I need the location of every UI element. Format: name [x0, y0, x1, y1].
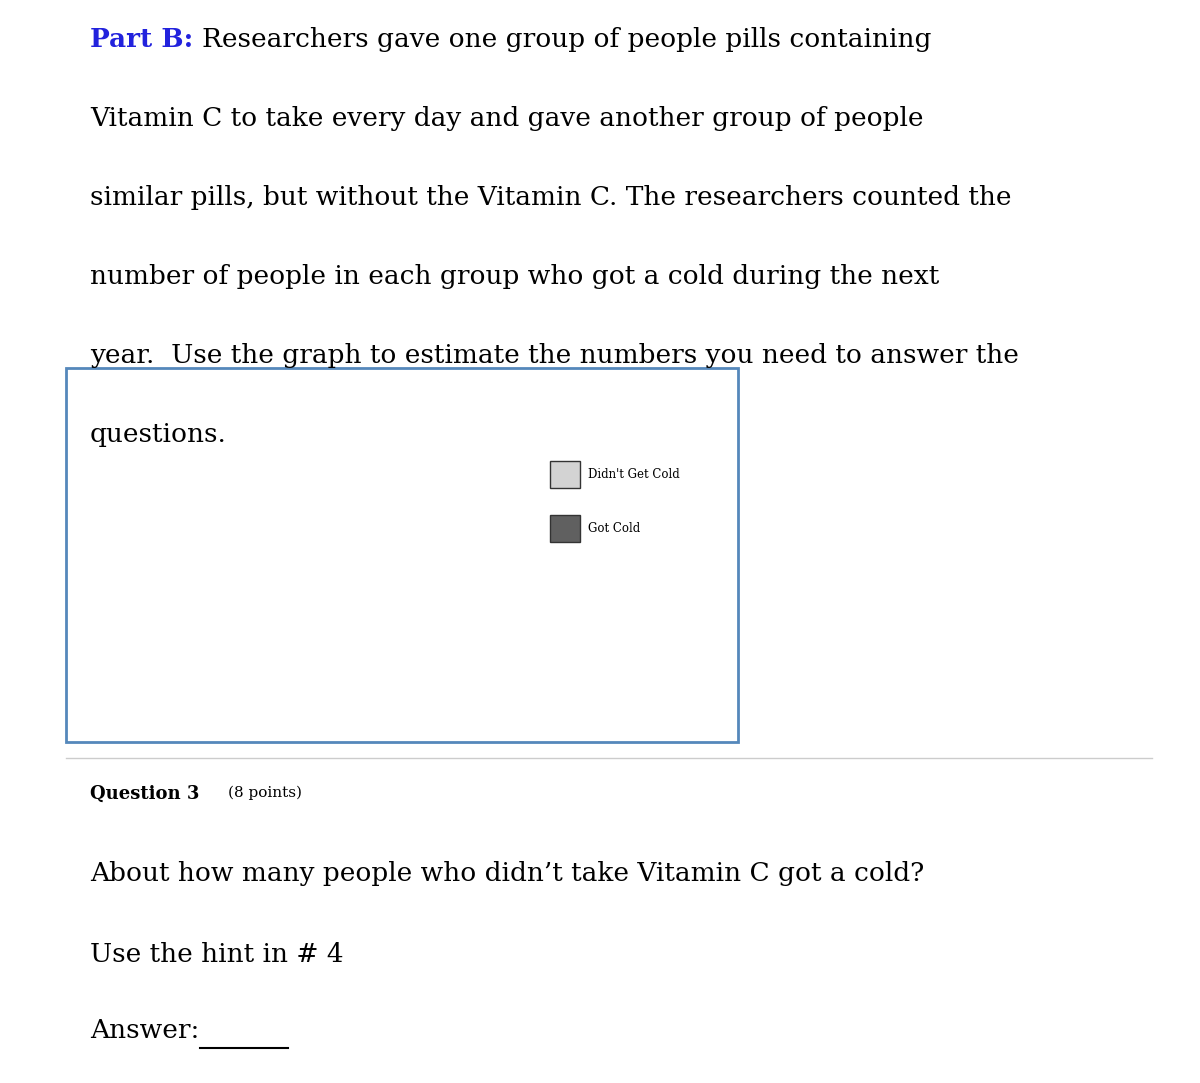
Text: Part B:: Part B: [90, 27, 193, 52]
Bar [233, 559, 325, 647]
Text: year.  Use the graph to estimate the numbers you need to answer the: year. Use the graph to estimate the numb… [90, 343, 1019, 368]
Text: Researchers gave one group of people pills containing: Researchers gave one group of people pil… [202, 27, 931, 52]
Text: Vitamin C to take every day and gave another group of people: Vitamin C to take every day and gave ano… [90, 106, 924, 131]
Text: questions.: questions. [90, 422, 227, 447]
Text: Use the hint in # 4: Use the hint in # 4 [90, 942, 343, 967]
Text: similar pills, but without the Vitamin C. The researchers counted the: similar pills, but without the Vitamin C… [90, 185, 1012, 210]
Text: (8 points): (8 points) [228, 785, 302, 799]
Text: Got Cold: Got Cold [588, 522, 641, 535]
Bar [438, 419, 529, 593]
Bar [233, 647, 325, 699]
Text: Question 3: Question 3 [90, 785, 199, 804]
Y-axis label: Number of People: Number of People [92, 487, 106, 596]
Text: Didn't Get Cold: Didn't Get Cold [588, 468, 680, 481]
Text: Answer:: Answer: [90, 1018, 199, 1043]
Bar [438, 593, 529, 699]
Text: number of people in each group who got a cold during the next: number of people in each group who got a… [90, 264, 940, 289]
Text: About how many people who didn’t take Vitamin C got a cold?: About how many people who didn’t take Vi… [90, 861, 924, 886]
